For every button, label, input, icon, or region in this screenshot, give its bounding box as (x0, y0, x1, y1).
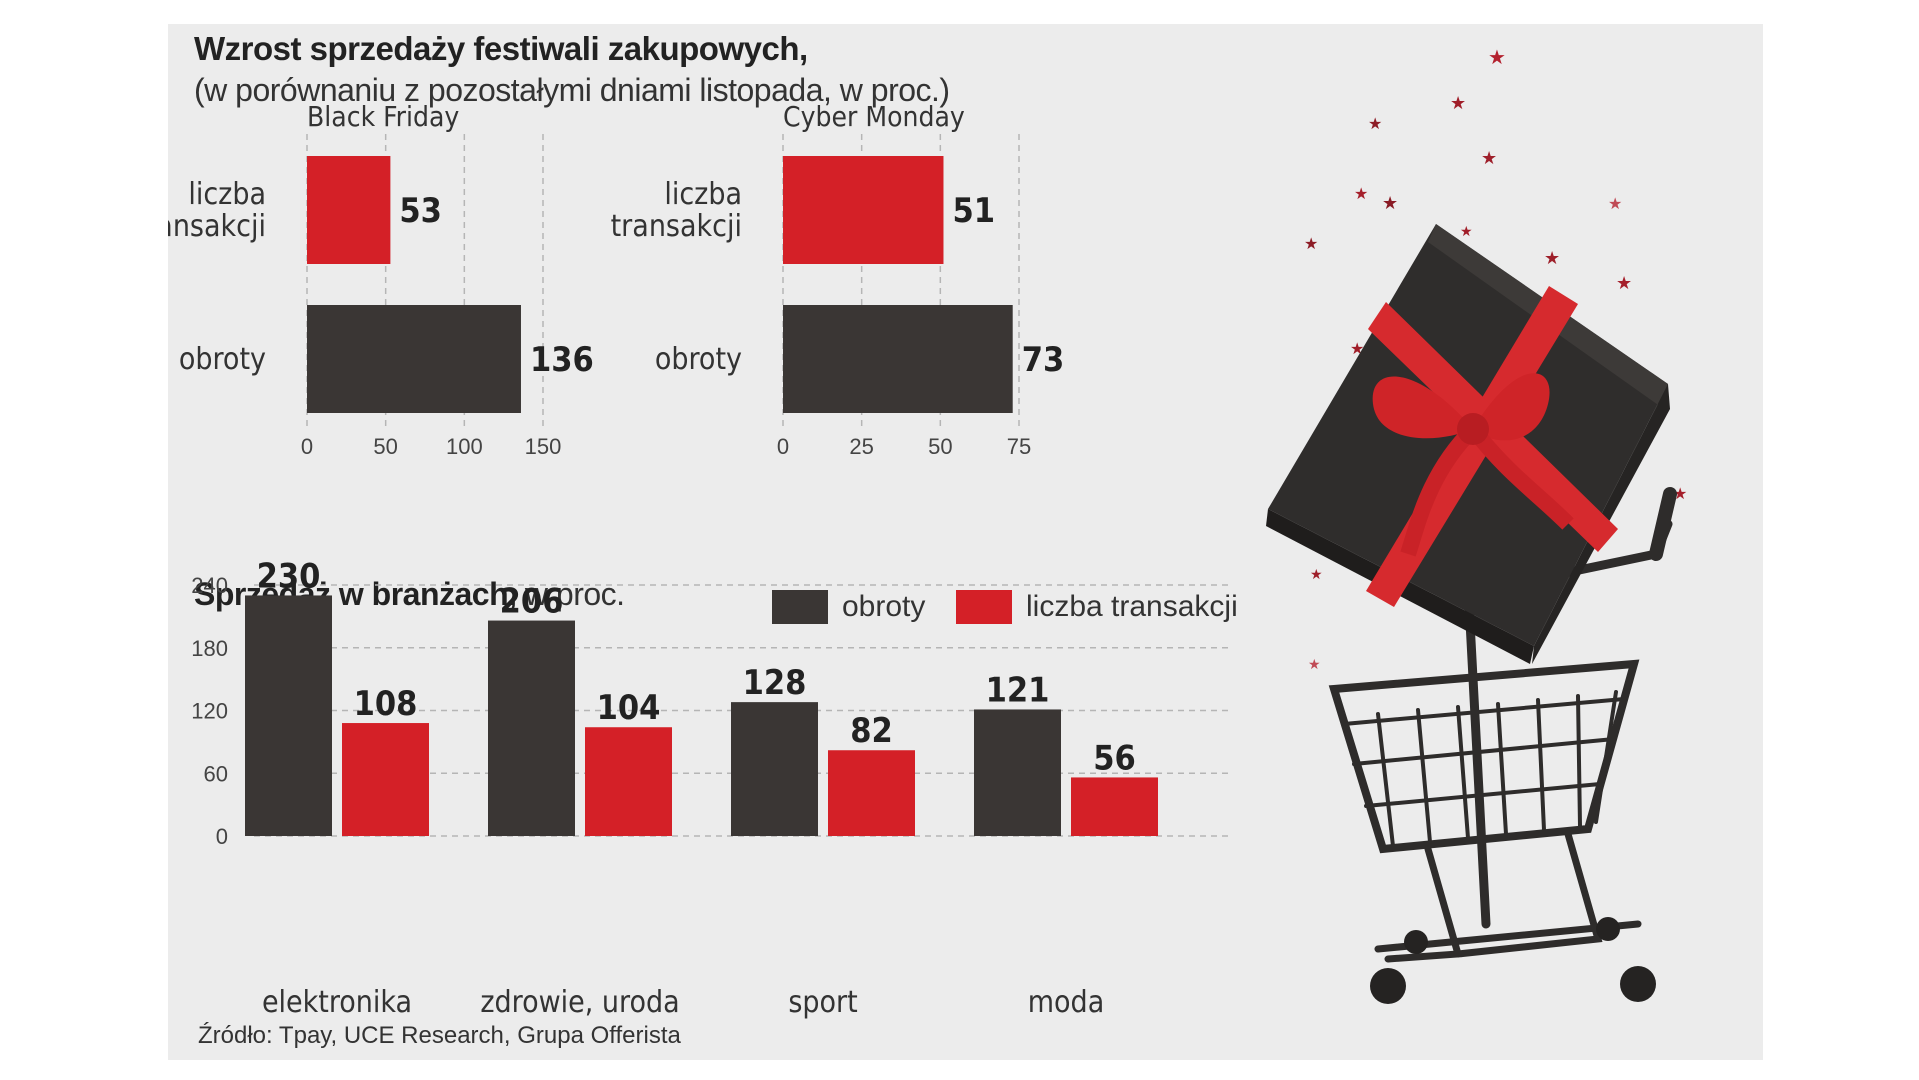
x-tick-label: 50 (928, 434, 952, 459)
bar-liczba-transakcji (1071, 777, 1158, 836)
infographic-panel: Wzrost sprzedaży festiwali zakupowych, (… (168, 24, 1763, 1060)
wheel-icon (1620, 966, 1656, 1002)
data-label: 51 (952, 191, 995, 231)
data-label: 73 (1022, 340, 1065, 380)
bar-charts: Black Friday05010015053liczbatransakcji1… (168, 100, 1228, 1020)
data-label: 206 (500, 582, 564, 622)
vbar-chart: 0 60 120 180 240 230 108 elektronika 206 104 zdrow… (191, 556, 1228, 1020)
bar-liczba-transakcji (307, 156, 391, 264)
bar-liczba-transakcji (342, 723, 429, 836)
category-label: moda (1028, 985, 1104, 1020)
chart-title: Wzrost sprzedaży festiwali zakupowych, (194, 30, 808, 67)
star-icon: ★ (1460, 223, 1473, 239)
shopping-cart-icon (1328, 487, 1677, 963)
legend-item-obroty: obroty (772, 590, 925, 624)
star-icon: ★ (1673, 486, 1687, 503)
data-label: 121 (986, 670, 1050, 710)
bar-liczba-transakcji (828, 750, 915, 836)
bar-liczba-transakcji (783, 156, 944, 264)
chart-canvas: ★ ★ ★ ★ ★ ★ ★ ★ ★ ★ ★ ★ ★ ★ ★ ★ (168, 47, 1687, 1020)
category-label: elektronika (262, 985, 412, 1020)
star-icon: ★ (1304, 236, 1318, 253)
data-label: 128 (743, 663, 807, 703)
legend-label-obroty: obroty (842, 590, 926, 623)
y-tick-label: 120 (191, 699, 228, 724)
star-icon: ★ (1308, 656, 1321, 672)
x-tick-label: 0 (777, 434, 789, 459)
category-label: liczba (664, 177, 742, 212)
legend-item-liczba-transakcji: liczba transakcji (956, 590, 1238, 624)
data-label: 104 (597, 688, 661, 728)
data-label: 108 (354, 684, 418, 724)
wheel-icon (1404, 930, 1428, 954)
x-tick-label: 0 (301, 434, 313, 459)
data-label: 56 (1093, 738, 1136, 778)
wheel-icon (1596, 917, 1620, 941)
chart-title: Black Friday (307, 100, 459, 133)
bar-obroty (245, 595, 332, 836)
category-label: obroty (179, 342, 266, 377)
data-label: 230 (257, 556, 321, 596)
x-tick-label: 150 (525, 434, 562, 459)
bar-obroty (731, 702, 818, 836)
wheel-icon (1370, 968, 1406, 1004)
bar-obroty (783, 305, 1013, 413)
bar-obroty (307, 305, 521, 413)
y-tick-label: 0 (216, 824, 228, 849)
gift-box-icon (1266, 224, 1670, 664)
y-tick-label: 60 (204, 761, 228, 786)
star-icon: ★ (1310, 566, 1323, 582)
category-label: transakcji (168, 209, 266, 244)
x-tick-label: 75 (1007, 434, 1031, 459)
star-icon: ★ (1382, 193, 1398, 213)
data-label: 136 (530, 340, 594, 380)
category-label: liczba (188, 177, 266, 212)
cart-wheels (1370, 917, 1656, 1004)
legend-label-liczba-transakcji: liczba transakcji (1026, 590, 1238, 623)
star-icon: ★ (1368, 116, 1382, 133)
data-label: 53 (399, 191, 442, 231)
chart-subtitle: (w porównaniu z pozostałymi dniami listo… (194, 72, 950, 108)
bar-obroty (488, 620, 575, 836)
category-label: transakcji (611, 209, 742, 244)
section-title-rest: w proc. (516, 576, 625, 612)
bar-liczba-transakcji (585, 727, 672, 836)
legend-swatch-liczba-transakcji (956, 590, 1012, 624)
y-tick-label: 240 (191, 573, 228, 598)
star-icon: ★ (1544, 248, 1560, 268)
category-label: sport (788, 985, 857, 1020)
gift-cart-illustration: ★ ★ ★ ★ ★ ★ ★ ★ ★ ★ ★ ★ ★ ★ ★ ★ (1266, 47, 1687, 1004)
star-icon: ★ (1450, 93, 1466, 113)
category-label: obroty (655, 342, 742, 377)
x-tick-label: 50 (373, 434, 397, 459)
star-icon: ★ (1608, 196, 1622, 213)
chart-title: Cyber Monday (783, 100, 965, 133)
star-icon: ★ (1481, 148, 1497, 168)
bar-obroty (974, 709, 1061, 836)
x-tick-label: 100 (446, 434, 483, 459)
star-icon: ★ (1488, 47, 1506, 69)
legend-swatch-obroty (772, 590, 828, 624)
star-icon: ★ (1354, 186, 1368, 203)
y-tick-label: 180 (191, 636, 228, 661)
star-icon: ★ (1616, 273, 1632, 293)
data-label: 82 (850, 711, 893, 751)
x-tick-label: 25 (849, 434, 873, 459)
category-label: zdrowie, uroda (480, 985, 679, 1020)
source-note: Źródło: Tpay, UCE Research, Grupa Offeri… (198, 1022, 681, 1049)
